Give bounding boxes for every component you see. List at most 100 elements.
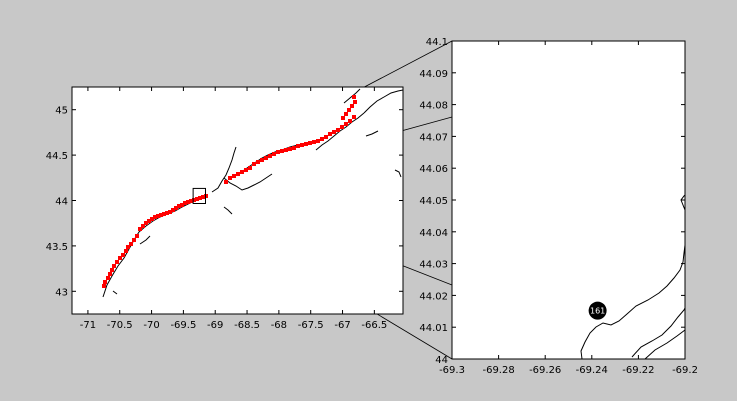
zoom-y-tick-label: 44.09 — [419, 69, 448, 80]
red-observation-marker — [121, 253, 125, 257]
zoom-map: 161 -69.3 -69.28 -69.26 -69.24 -69.22 -69.2 44… — [419, 37, 698, 376]
zoom-coast-line-1 — [580, 244, 686, 360]
red-observation-marker — [276, 150, 280, 154]
zoom-y-tick-label: 44.01 — [419, 323, 448, 334]
red-observation-marker — [240, 170, 244, 174]
overview-y-tick-label: 43.5 — [46, 242, 68, 253]
overview-map: -71 -70.5 -70 -69.5 -69 -68.5 -68 -67.5 -67 -66.5… — [46, 86, 404, 331]
red-observation-marker — [304, 142, 308, 146]
red-observation-marker — [344, 112, 348, 116]
red-observation-marker — [308, 141, 312, 145]
red-observation-marker — [129, 242, 133, 246]
zoom-x-tick-label: -69.2 — [672, 365, 698, 376]
overview-x-tick-label: -71 — [80, 320, 96, 331]
overview-coast-segment — [211, 146, 237, 193]
red-observation-marker — [350, 104, 354, 108]
zoom-x-tick-label: -69.26 — [529, 365, 561, 376]
red-observation-marker — [171, 208, 175, 212]
overview-coast-segment — [394, 169, 402, 178]
red-observation-marker — [165, 211, 169, 215]
overview-x-tick-label: -69.5 — [170, 320, 196, 331]
overview-x-tick-label: -69 — [207, 320, 223, 331]
red-observation-marker — [132, 238, 136, 242]
zoom-marker-dot — [588, 301, 607, 320]
red-observation-marker — [236, 172, 240, 176]
zoom-y-tick-label: 44 — [435, 355, 448, 366]
red-observation-marker — [228, 176, 232, 180]
zoom-y-tick-label: 44.1 — [426, 37, 448, 48]
red-observation-marker — [198, 196, 202, 200]
red-observation-marker — [336, 128, 340, 132]
red-observation-marker — [177, 204, 181, 208]
zoom-y-tick-label: 44.02 — [419, 291, 448, 302]
red-observation-marker — [180, 203, 184, 207]
red-observation-marker — [341, 116, 345, 120]
red-observation-marker — [347, 108, 351, 112]
zoom-x-tick-label: -69.3 — [439, 365, 465, 376]
red-observation-marker — [280, 149, 284, 153]
red-observation-marker — [352, 95, 356, 99]
overview-red-markers — [102, 95, 357, 288]
red-observation-marker — [189, 199, 193, 203]
red-observation-marker — [320, 137, 324, 141]
red-observation-marker — [324, 135, 328, 139]
red-observation-marker — [124, 249, 128, 253]
overview-x-tick-label: -68.5 — [234, 320, 260, 331]
zoom-plot-area — [451, 40, 686, 360]
overview-coast-segment — [223, 173, 273, 191]
red-observation-marker — [150, 217, 154, 221]
zoom-x-tick-label: -69.28 — [482, 365, 514, 376]
overview-coast-segment — [223, 206, 233, 215]
red-observation-marker — [103, 280, 107, 284]
red-observation-marker — [201, 195, 205, 199]
overview-x-tick-label: -67.5 — [298, 320, 324, 331]
overview-coast-segment — [102, 195, 206, 298]
overview-coast-segment — [363, 89, 404, 114]
overview-x-tick-label: -66.5 — [361, 320, 387, 331]
zoom-coast-line-3 — [631, 307, 686, 358]
red-observation-marker — [272, 152, 276, 156]
overview-zoom-box — [192, 187, 206, 204]
overview-y-tick-label: 45 — [55, 106, 68, 117]
red-observation-marker — [159, 213, 163, 217]
red-observation-marker — [204, 194, 208, 198]
red-observation-marker — [195, 197, 199, 201]
red-observation-marker — [284, 148, 288, 152]
red-observation-marker — [328, 132, 332, 136]
overview-y-tick-label: 44.5 — [46, 151, 68, 162]
red-observation-marker — [288, 147, 292, 151]
red-observation-marker — [147, 219, 151, 223]
zoom-y-tick-label: 44.04 — [419, 228, 448, 239]
red-observation-marker — [344, 122, 348, 126]
red-observation-marker — [115, 260, 119, 264]
zoom-coast-line-4 — [644, 329, 686, 360]
red-observation-marker — [153, 215, 157, 219]
overview-x-tick-label: -70.5 — [107, 320, 133, 331]
overview-x-tick-label: -67 — [334, 320, 350, 331]
red-observation-marker — [256, 160, 260, 164]
red-observation-marker — [141, 224, 145, 228]
red-observation-marker — [268, 154, 272, 158]
overview-x-tick-label: -70 — [143, 320, 159, 331]
red-observation-marker — [244, 168, 248, 172]
red-observation-marker — [316, 139, 320, 143]
zoom-coastline — [580, 194, 686, 360]
zoom-y-tick-label: 44.03 — [419, 260, 448, 271]
red-observation-marker — [248, 166, 252, 170]
zoom-y-tick-label: 44.08 — [419, 101, 448, 112]
red-observation-marker — [348, 119, 352, 123]
overview-x-tick-label: -68 — [271, 320, 287, 331]
red-observation-marker — [106, 276, 110, 280]
red-observation-marker — [232, 174, 236, 178]
red-observation-marker — [340, 125, 344, 129]
red-observation-marker — [135, 234, 139, 238]
zoom-x-tick-label: -69.24 — [576, 365, 608, 376]
zoom-y-tick-label: 44.05 — [419, 196, 448, 207]
red-observation-marker — [296, 144, 300, 148]
red-observation-marker — [252, 162, 256, 166]
red-observation-marker — [224, 180, 228, 184]
red-observation-marker — [353, 100, 357, 104]
red-observation-marker — [292, 146, 296, 150]
red-observation-marker — [186, 200, 190, 204]
